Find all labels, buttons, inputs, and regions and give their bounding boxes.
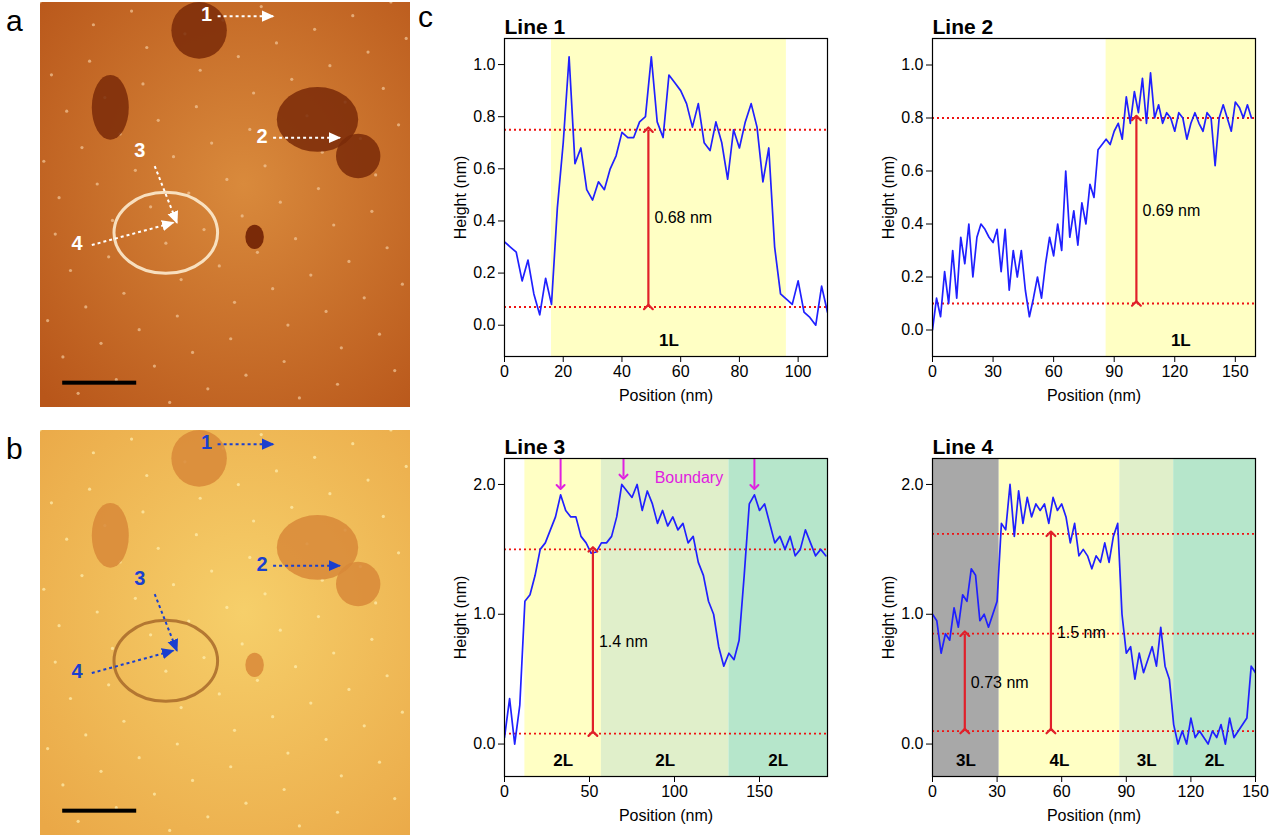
svg-text:1.0: 1.0: [473, 56, 495, 73]
svg-text:3: 3: [134, 567, 145, 589]
svg-text:0.0: 0.0: [901, 735, 923, 752]
svg-text:0.6: 0.6: [473, 160, 495, 177]
svg-text:3: 3: [134, 139, 145, 161]
svg-text:4: 4: [71, 232, 83, 254]
svg-text:0: 0: [500, 363, 509, 380]
svg-text:2L: 2L: [655, 751, 675, 770]
svg-text:50: 50: [581, 783, 599, 800]
svg-text:1.4 nm: 1.4 nm: [599, 633, 648, 650]
svg-text:2L: 2L: [553, 751, 573, 770]
svg-text:Line 3: Line 3: [505, 435, 566, 458]
svg-text:0.73 nm: 0.73 nm: [971, 674, 1029, 691]
svg-text:Height (nm): Height (nm): [880, 156, 897, 240]
svg-text:0.8: 0.8: [901, 109, 923, 126]
svg-text:150: 150: [1242, 783, 1269, 800]
svg-text:0.4: 0.4: [901, 215, 923, 232]
svg-text:Line 1: Line 1: [505, 15, 566, 38]
svg-text:40: 40: [613, 363, 631, 380]
svg-text:0: 0: [500, 783, 509, 800]
svg-text:100: 100: [785, 363, 812, 380]
svg-text:Position (nm): Position (nm): [619, 387, 713, 404]
svg-text:0.69 nm: 0.69 nm: [1142, 202, 1200, 219]
svg-text:4: 4: [71, 660, 83, 682]
svg-text:0.4: 0.4: [473, 212, 495, 229]
svg-text:4L: 4L: [1050, 751, 1070, 770]
svg-text:0.0: 0.0: [473, 735, 495, 752]
svg-text:1.0: 1.0: [901, 56, 923, 73]
svg-text:150: 150: [1222, 363, 1249, 380]
svg-text:0.0: 0.0: [901, 321, 923, 338]
svg-text:2.0: 2.0: [901, 476, 923, 493]
svg-text:Height (nm): Height (nm): [880, 576, 897, 660]
svg-text:2: 2: [256, 125, 267, 147]
svg-text:0.2: 0.2: [901, 268, 923, 285]
html-text:c: c: [418, 0, 433, 33]
svg-text:1: 1: [201, 431, 212, 453]
svg-text:1.0: 1.0: [901, 605, 923, 622]
svg-text:90: 90: [1105, 363, 1123, 380]
svg-text:20: 20: [554, 363, 572, 380]
svg-text:0.6: 0.6: [901, 162, 923, 179]
svg-text:80: 80: [731, 363, 749, 380]
svg-text:2L: 2L: [768, 751, 788, 770]
svg-text:120: 120: [1161, 363, 1188, 380]
svg-text:Line 2: Line 2: [933, 15, 994, 38]
svg-text:2L: 2L: [1205, 751, 1225, 770]
svg-text:60: 60: [1045, 363, 1063, 380]
svg-text:150: 150: [746, 783, 773, 800]
svg-text:0.68 nm: 0.68 nm: [654, 209, 712, 226]
svg-text:Height (nm): Height (nm): [452, 156, 469, 240]
svg-text:1: 1: [201, 3, 212, 25]
svg-text:0: 0: [928, 783, 937, 800]
svg-text:0.8: 0.8: [473, 108, 495, 125]
svg-text:3L: 3L: [1137, 751, 1157, 770]
svg-text:Position (nm): Position (nm): [1047, 387, 1141, 404]
svg-text:2.0: 2.0: [473, 476, 495, 493]
svg-text:120: 120: [1178, 783, 1205, 800]
svg-text:Position (nm): Position (nm): [619, 807, 713, 824]
svg-text:30: 30: [984, 363, 1002, 380]
svg-text:100: 100: [661, 783, 688, 800]
svg-text:2: 2: [256, 553, 267, 575]
svg-text:Height (nm): Height (nm): [452, 576, 469, 660]
svg-text:0.0: 0.0: [473, 316, 495, 333]
svg-text:30: 30: [988, 783, 1006, 800]
html-text:a: a: [6, 4, 23, 37]
svg-text:1.5 nm: 1.5 nm: [1057, 624, 1106, 641]
svg-text:3L: 3L: [956, 751, 976, 770]
svg-text:0.2: 0.2: [473, 264, 495, 281]
svg-text:60: 60: [1053, 783, 1071, 800]
svg-text:0: 0: [928, 363, 937, 380]
svg-text:1.0: 1.0: [473, 605, 495, 622]
svg-text:Position (nm): Position (nm): [1047, 807, 1141, 824]
svg-text:1L: 1L: [659, 331, 679, 350]
svg-text:60: 60: [672, 363, 690, 380]
svg-text:Boundary: Boundary: [655, 469, 724, 486]
html-text:b: b: [6, 432, 23, 465]
svg-text:90: 90: [1117, 783, 1135, 800]
svg-text:Line 4: Line 4: [933, 435, 994, 458]
svg-text:1L: 1L: [1171, 331, 1191, 350]
